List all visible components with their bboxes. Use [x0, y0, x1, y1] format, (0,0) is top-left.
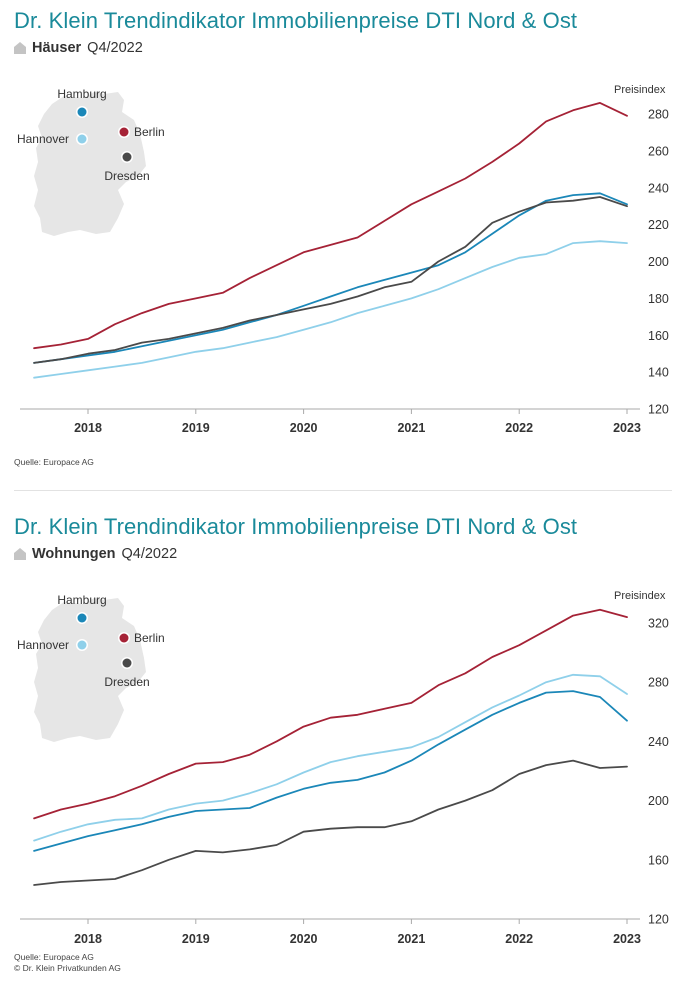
series-line-dresden: [33, 196, 628, 364]
y-tick-label: 180: [648, 292, 669, 306]
chart-panel-apartments: Hamburg Hannover Berlin Dresden 2018 2019 2020…: [0, 506, 686, 1000]
y-tick-label: 120: [648, 403, 669, 417]
y-tick-label: 320: [648, 617, 669, 631]
chart-title: Dr. Klein Trendindikator Immobilienpreis…: [14, 514, 578, 539]
germany-map: [34, 92, 146, 236]
series-line-dresden: [33, 759, 628, 886]
copyright-line: © Dr. Klein Privatkunden AG: [14, 963, 121, 973]
y-axis-title: Preisindex: [614, 84, 666, 96]
x-tick-label: 2022: [505, 421, 533, 435]
city-label-hannover: Hannover: [17, 638, 69, 652]
source-line: Quelle: Europace AG: [14, 457, 94, 467]
y-tick-label: 240: [648, 735, 669, 749]
chart-houses: Hamburg Hannover Berlin Dresden 2018 2019 2020…: [17, 84, 669, 435]
x-tick-label: 2023: [613, 932, 641, 946]
x-tick-label: 2019: [182, 421, 210, 435]
city-marker-hamburg: [77, 613, 87, 623]
city-marker-hannover: [77, 640, 87, 650]
chart-subtitle: Wohnungen Q4/2022: [14, 546, 177, 562]
city-marker-dresden: [122, 152, 132, 162]
city-label-hannover: Hannover: [17, 132, 69, 146]
y-tick-label: 240: [648, 181, 669, 195]
chart-title: Dr. Klein Trendindikator Immobilienpreis…: [14, 8, 578, 33]
x-tick-label: 2018: [74, 932, 102, 946]
y-tick-label: 160: [648, 853, 669, 867]
source-note: Quelle: Europace AG © Dr. Klein Privatku…: [14, 952, 121, 974]
x-tick-label: 2020: [290, 421, 318, 435]
subtitle-category: Häuser: [32, 40, 82, 56]
subtitle-category: Wohnungen: [32, 546, 116, 562]
house-icon: [14, 42, 26, 54]
y-tick-label: 160: [648, 329, 669, 343]
city-marker-hamburg: [77, 107, 87, 117]
source-line: Quelle: Europace AG: [14, 952, 94, 962]
series-line-hannover: [33, 240, 628, 379]
city-label-hamburg: Hamburg: [57, 593, 106, 607]
y-tick-label: 280: [648, 676, 669, 690]
series-line-berlin: [33, 102, 628, 350]
city-label-dresden: Dresden: [104, 169, 149, 183]
y-tick-label: 140: [648, 366, 669, 380]
x-tick-label: 2021: [397, 932, 425, 946]
chart-subtitle: Häuser Q4/2022: [14, 40, 143, 56]
x-tick-label: 2023: [613, 421, 641, 435]
x-tick-label: 2021: [397, 421, 425, 435]
subtitle-period: Q4/2022: [121, 546, 178, 562]
divider: [14, 490, 672, 491]
city-label-dresden: Dresden: [104, 675, 149, 689]
series-line-hannover: [33, 673, 628, 842]
y-tick-label: 200: [648, 794, 669, 808]
germany-map: [34, 598, 146, 742]
house-icon: [14, 548, 26, 560]
x-tick-label: 2020: [290, 932, 318, 946]
chart-panel-houses: Hamburg Hannover Berlin Dresden 2018 2019 2020…: [0, 0, 686, 490]
city-label-hamburg: Hamburg: [57, 87, 106, 101]
x-tick-label: 2019: [182, 932, 210, 946]
city-label-berlin: Berlin: [134, 125, 165, 139]
y-tick-label: 280: [648, 108, 669, 122]
y-axis-title: Preisindex: [614, 590, 666, 602]
x-tick-label: 2018: [74, 421, 102, 435]
city-marker-berlin: [119, 127, 129, 137]
city-marker-hannover: [77, 134, 87, 144]
series-line-berlin: [33, 608, 628, 820]
x-tick-label: 2022: [505, 932, 533, 946]
y-tick-label: 200: [648, 255, 669, 269]
city-label-berlin: Berlin: [134, 631, 165, 645]
subtitle-period: Q4/2022: [87, 40, 143, 56]
y-tick-label: 120: [648, 913, 669, 927]
city-marker-dresden: [122, 658, 132, 668]
y-tick-label: 260: [648, 144, 669, 158]
chart-apartments: Hamburg Hannover Berlin Dresden 2018 2019 2020…: [17, 590, 669, 946]
series-line-hamburg: [33, 192, 628, 364]
series-line-hamburg: [33, 690, 628, 852]
y-tick-label: 220: [648, 218, 669, 232]
source-note: Quelle: Europace AG: [14, 457, 94, 468]
city-marker-berlin: [119, 633, 129, 643]
